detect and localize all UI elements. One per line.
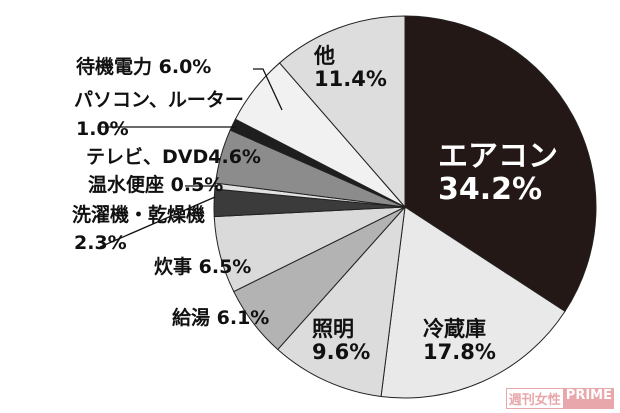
slice-label: 待機電力 (76, 56, 153, 78)
slice-label: 給湯 (172, 307, 211, 329)
label-cooking: 炊事 6.5% (154, 256, 251, 278)
slice-label: 冷蔵庫 (423, 317, 486, 341)
leader-line (253, 68, 283, 111)
label-tv: テレビ、DVD4.6% (86, 146, 261, 168)
leader-line (99, 196, 216, 248)
label-toilet: 温水便座 0.5% (88, 174, 223, 196)
pie-slice (278, 15, 406, 209)
label-washer: 洗濯機・乾燥機 (72, 204, 206, 226)
slice-value: 34.2% (438, 172, 543, 207)
pie-slice (277, 205, 406, 398)
label-fridge: 冷蔵庫 17.8% (423, 317, 496, 365)
slice-value: 9.6% (312, 340, 371, 365)
slice-value: 17.8% (423, 340, 496, 365)
watermark-text: PRIME (563, 388, 614, 409)
slice-value: 4.6% (208, 146, 261, 168)
watermark-logo: 週刊女性 PRIME (505, 388, 614, 409)
slice-value: 0.5% (170, 174, 224, 196)
label-other: 他 11.4% (314, 44, 387, 92)
slice-label: 炊事 (154, 256, 193, 278)
slice-label: 他 (314, 44, 335, 68)
watermark-text: 週刊女性 (505, 388, 564, 409)
slice-label: 温水便座 (88, 174, 165, 196)
slice-value: 11.4% (314, 67, 387, 92)
label-lighting: 照明 9.6% (312, 317, 371, 365)
slice-value: 6.1% (216, 307, 270, 329)
slice-label: テレビ、DVD (86, 146, 209, 168)
slice-value: 6.5% (198, 256, 252, 278)
label-standby: 待機電力 6.0% (76, 56, 211, 78)
slice-label: エアコン (438, 139, 558, 174)
slice-label: 照明 (312, 317, 354, 341)
pie-slice (380, 206, 566, 399)
label-aircon: エアコン 34.2% (438, 140, 558, 206)
label-hotwater: 給湯 6.1% (172, 307, 269, 329)
label-pc: パソコン、ルーター (74, 89, 244, 111)
pie-slice (404, 15, 597, 313)
label-washer-value: 2.3% (74, 232, 127, 254)
slice-value: 6.0% (158, 56, 212, 78)
label-pc-value: 1.0% (76, 118, 129, 140)
